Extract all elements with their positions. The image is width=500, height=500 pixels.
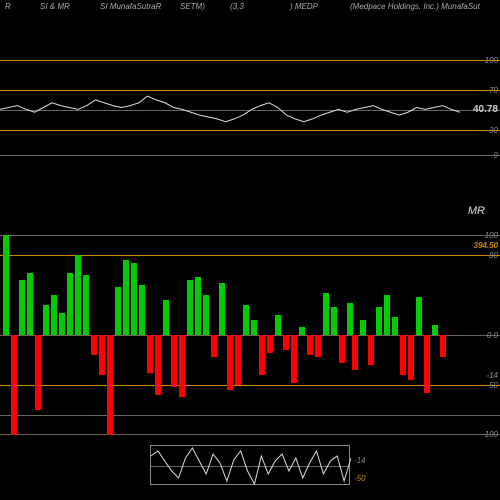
momentum-bar (424, 335, 430, 393)
axis-label: 30 (489, 126, 498, 135)
oscillator-panel: 1007030940.78 (0, 60, 500, 155)
momentum-bar (83, 275, 89, 335)
momentum-bar (35, 335, 41, 410)
axis-label: 9 (494, 151, 498, 160)
momentum-bar (347, 303, 353, 335)
momentum-bar (352, 335, 358, 370)
axis-label: 100 (485, 56, 498, 65)
momentum-bar (11, 335, 17, 435)
momentum-bar (432, 325, 438, 335)
header-label: SI MunafaSutraR (100, 2, 161, 11)
momentum-bar (267, 335, 273, 353)
momentum-bar (91, 335, 97, 355)
momentum-bar (408, 335, 414, 380)
axis-label: 100 (485, 231, 498, 240)
momentum-bar (59, 313, 65, 335)
momentum-bar (131, 263, 137, 335)
axis-label: -100 (482, 430, 498, 439)
momentum-bar (211, 335, 217, 357)
header-label: SI & MR (40, 2, 70, 11)
momentum-bar (235, 335, 241, 385)
grid-line (0, 235, 500, 236)
momentum-bar (99, 335, 105, 375)
momentum-bar (67, 273, 73, 335)
axis-label: -14 (486, 371, 498, 380)
momentum-bar (43, 305, 49, 335)
momentum-bar (195, 277, 201, 335)
momentum-bar (115, 287, 121, 335)
momentum-bar (219, 283, 225, 335)
header-label: (Medpace Holdings, Inc.) MunafaSut (350, 2, 480, 11)
mini-oscillator-panel: -14-50 (150, 445, 350, 485)
grid-line (0, 415, 500, 416)
momentum-bar (307, 335, 313, 355)
momentum-bar (227, 335, 233, 390)
momentum-bar (331, 307, 337, 335)
momentum-bar (27, 273, 33, 335)
axis-label: 0 0 (487, 331, 498, 340)
momentum-bar (323, 293, 329, 335)
axis-label: 394.50 (474, 241, 498, 250)
momentum-bar (51, 295, 57, 335)
momentum-bar (376, 307, 382, 335)
momentum-bar (299, 327, 305, 335)
momentum-bar (139, 285, 145, 335)
header-label: R (5, 2, 11, 11)
momentum-bar (400, 335, 406, 375)
axis-label: -50 (486, 381, 498, 390)
axis-label: 70 (489, 86, 498, 95)
momentum-bar (251, 320, 257, 335)
axis-label: -14 (354, 456, 366, 465)
chart-header: R SI & MR SI MunafaSutraR SETM) (3,3 ) MEDP (M… (0, 2, 500, 16)
momentum-bar (3, 235, 9, 335)
momentum-bar (368, 335, 374, 365)
momentum-bar (19, 280, 25, 335)
momentum-bar (107, 335, 113, 435)
momentum-bar (179, 335, 185, 397)
momentum-bar (259, 335, 265, 375)
axis-label: -50 (354, 474, 366, 483)
momentum-bar (291, 335, 297, 383)
header-label: ) MEDP (290, 2, 318, 11)
momentum-bar (392, 317, 398, 335)
momentum-bar (123, 260, 129, 335)
momentum-bar (187, 280, 193, 335)
momentum-bar-panel: MR10080394.500 0-50-14-100 (0, 200, 500, 415)
momentum-bar (360, 320, 366, 335)
momentum-bar (147, 335, 153, 373)
momentum-bar (339, 335, 345, 363)
grid-line (0, 155, 500, 156)
momentum-bar (243, 305, 249, 335)
momentum-bar (275, 315, 281, 335)
header-label: (3,3 (230, 2, 244, 11)
momentum-bar (155, 335, 161, 395)
momentum-bar (315, 335, 321, 357)
panel-title: MR (468, 205, 485, 217)
axis-label: 80 (489, 251, 498, 260)
value-label: 40.78 (473, 104, 498, 115)
momentum-bar (384, 295, 390, 335)
momentum-bar (283, 335, 289, 350)
header-label: SETM) (180, 2, 205, 11)
grid-line (0, 434, 500, 435)
momentum-bar (171, 335, 177, 387)
momentum-bar (203, 295, 209, 335)
momentum-bar (440, 335, 446, 357)
momentum-bar (163, 300, 169, 335)
momentum-bar (75, 255, 81, 335)
momentum-bar (416, 297, 422, 335)
